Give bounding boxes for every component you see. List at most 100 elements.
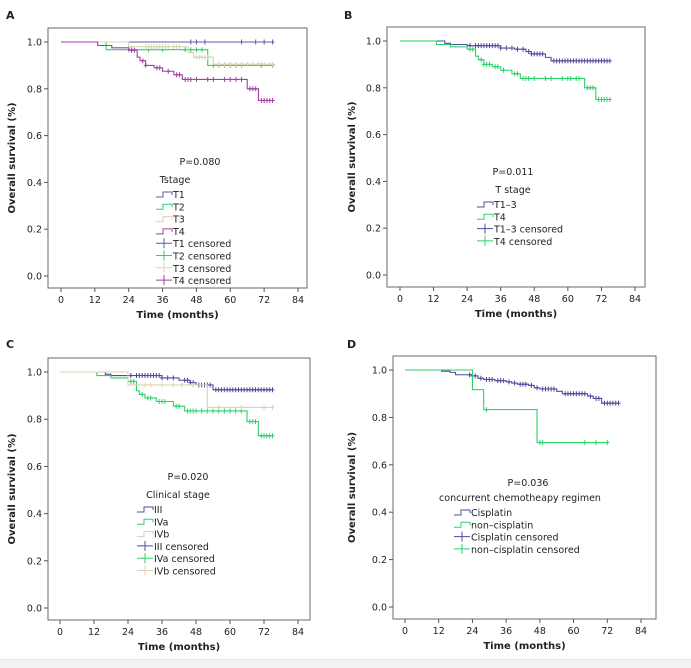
x-axis-label: Time (months) (138, 642, 220, 653)
censor-mark (515, 71, 520, 77)
y-tick-label: 0.4 (366, 177, 381, 188)
y-tick-label: 0.6 (366, 130, 381, 141)
censor-mark (588, 393, 593, 399)
censor-mark (140, 58, 145, 64)
series-t4 (61, 41, 275, 103)
panel-label-d: D (347, 338, 357, 351)
legend-item: IVa censored (137, 553, 215, 565)
legend-label: III (154, 505, 162, 516)
x-axis-label: Time (months) (136, 310, 218, 321)
censor-mark (143, 382, 147, 388)
series-t3 (61, 41, 275, 67)
y-tick-label: 0.0 (27, 604, 42, 615)
legend-step-icon (454, 509, 471, 516)
censor-mark (594, 440, 599, 446)
censor-mark (543, 75, 548, 81)
censor-mark (551, 386, 556, 392)
x-tick-label: 36 (500, 626, 512, 637)
y-tick-label: 1.0 (27, 368, 42, 379)
x-tick-label: 48 (534, 626, 546, 637)
legend-censor-icon (137, 540, 153, 551)
censor-mark (253, 419, 258, 425)
p-value-annotation: P=0.036 (508, 478, 549, 489)
y-tick-label: 0.6 (372, 460, 387, 471)
censor-mark (194, 47, 199, 53)
y-tick-label: 0.4 (27, 178, 42, 189)
censor-mark (194, 408, 198, 414)
y-tick-label: 1.0 (372, 366, 387, 377)
censor-mark (262, 39, 267, 45)
y-tick-label: 0.6 (27, 131, 42, 142)
legend-title: Clinical stage (146, 490, 210, 501)
km-chart-b: 0.0 0.2 0.4 0.6 0.8 1.0 0 12 24 36 48 60 72 84 Time (m… (347, 26, 646, 320)
series-cisplatin (405, 369, 621, 406)
x-tick-label: 12 (88, 627, 100, 638)
km-chart-a: 0.0 0.2 0.4 0.6 0.8 1.0 0 12 24 36 48 60 72 84 Time (m… (7, 27, 308, 321)
censor-mark (211, 76, 216, 82)
legend-item: III (137, 505, 162, 516)
censor-mark (148, 395, 153, 401)
legend-censor-icon (137, 565, 153, 576)
censor-mark (262, 404, 266, 410)
legend-label: III censored (154, 542, 209, 553)
censor-mark (270, 404, 275, 410)
x-tick-label: 60 (568, 626, 580, 637)
censor-mark (157, 65, 162, 71)
censor-mark (270, 387, 275, 393)
censor-mark (509, 45, 514, 51)
plot-frame (392, 355, 657, 620)
y-axis-label: Overall survival (%) (347, 432, 358, 543)
censor-mark (532, 75, 537, 81)
censor-mark (131, 378, 136, 384)
censor-mark (549, 75, 554, 81)
series-non-cisplatin (405, 369, 610, 446)
y-tick-label: 0.2 (27, 556, 42, 567)
survival-curve (60, 371, 273, 437)
legend-item: III censored (137, 540, 209, 553)
y-tick-label: 0.0 (366, 271, 381, 282)
censor-mark (250, 61, 255, 67)
legend-label: IVb (154, 530, 169, 541)
legend-item: T4 censored (156, 275, 231, 287)
censor-mark (540, 51, 545, 57)
censor-mark (239, 39, 244, 45)
censor-mark (479, 57, 484, 63)
legend-label: Cisplatin censored (471, 533, 559, 544)
km-chart-d: 0.0 0.2 0.4 0.6 0.8 1.0 0 12 24 36 48 60 72 84 Time (m… (347, 355, 657, 652)
legend-label: T1 (172, 190, 185, 201)
censor-mark (501, 378, 506, 384)
legend-title: T stage (494, 185, 530, 196)
censor-mark (222, 61, 227, 67)
censor-mark (194, 39, 199, 45)
censor-mark (487, 61, 492, 67)
censor-mark (157, 373, 162, 379)
panel-b: B 0.0 0.2 0.4 0.6 0.8 1.0 0 12 24 36 48 60 72 84 Time … (340, 0, 691, 330)
censor-mark (526, 75, 531, 81)
censor-mark (484, 407, 489, 413)
censor-mark (165, 375, 170, 381)
censor-mark (582, 391, 587, 397)
x-tick-label: 12 (89, 295, 101, 306)
censor-mark (540, 440, 545, 446)
censor-mark (582, 440, 587, 446)
bottom-strip (0, 659, 691, 668)
censor-mark (607, 97, 612, 102)
x-tick-label: 48 (190, 295, 202, 306)
x-tick-label: 60 (562, 294, 574, 305)
series-iva (60, 371, 275, 439)
legend-label: T3 censored (172, 264, 231, 275)
censor-mark (200, 47, 205, 53)
censor-mark (239, 61, 244, 67)
survival-curve (400, 40, 610, 62)
panel-label-a: A (6, 9, 15, 22)
censor-mark (160, 382, 164, 388)
x-tick-label: 12 (428, 294, 440, 305)
survival-curve (405, 369, 608, 444)
legend-censor-icon (477, 223, 493, 234)
y-tick-label: 0.2 (27, 225, 42, 236)
x-tick-label: 24 (466, 626, 478, 637)
legend-item: Cisplatin censored (454, 531, 559, 544)
censor-mark (270, 433, 275, 439)
legend-censor-icon (156, 250, 172, 261)
legend-censor-icon (156, 275, 172, 286)
